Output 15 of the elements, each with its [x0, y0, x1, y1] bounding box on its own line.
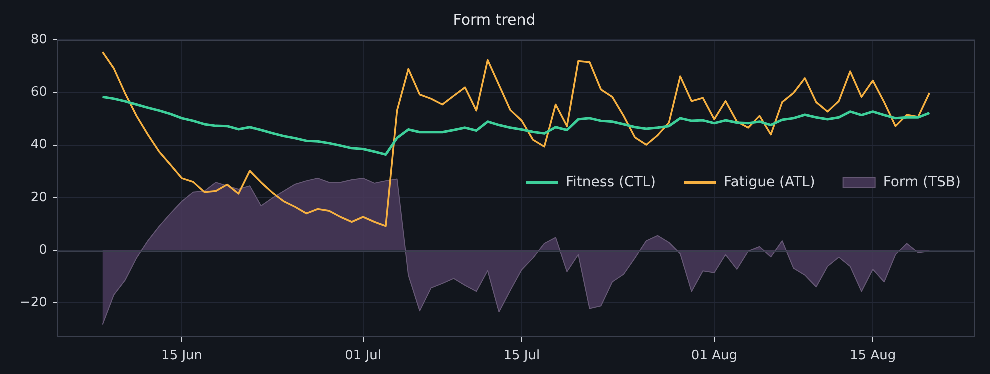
- legend-label: Form (TSB): [883, 174, 962, 190]
- y-tick-label: 0: [39, 242, 48, 258]
- y-tick-label: −20: [20, 296, 48, 311]
- chart-title: Form trend: [453, 10, 536, 29]
- x-tick-label: 15 Aug: [850, 348, 896, 364]
- y-tick-label: 80: [30, 32, 48, 48]
- x-tick-label: 01 Jul: [345, 348, 382, 364]
- legend-label: Fitness (CTL): [566, 174, 656, 190]
- y-tick-label: 60: [30, 85, 48, 100]
- y-tick-label: 20: [30, 190, 48, 206]
- x-tick-label: 15 Jun: [162, 348, 203, 364]
- legend-label: Fatigue (ATL): [724, 174, 816, 190]
- y-tick-label: 40: [30, 138, 48, 153]
- x-tick-label: 01 Aug: [691, 348, 738, 364]
- x-tick-label: 15 Jul: [504, 348, 540, 364]
